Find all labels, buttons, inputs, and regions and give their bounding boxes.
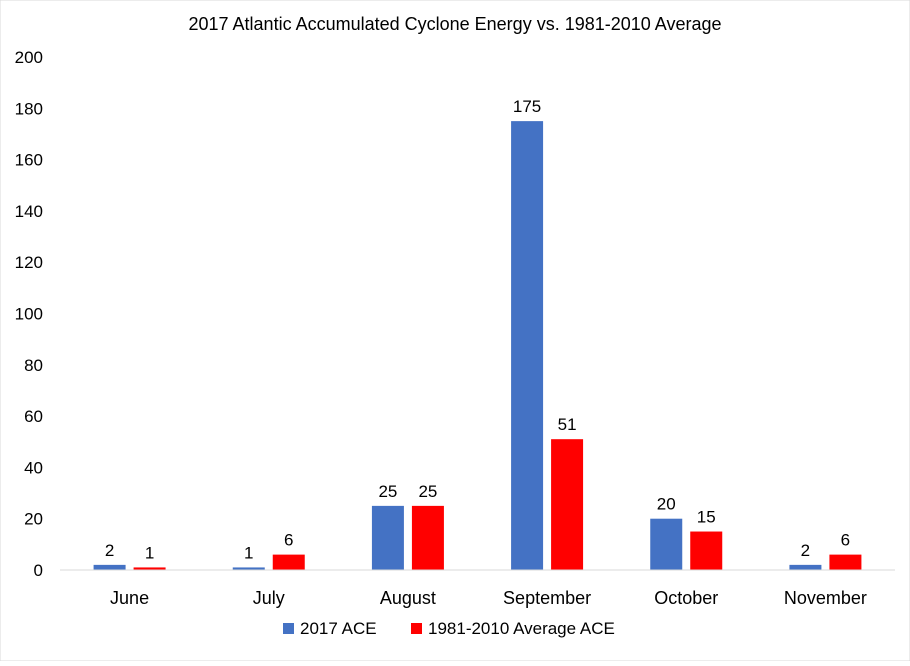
y-tick-label: 40: [24, 458, 43, 477]
bar-ace-2017: [789, 564, 822, 570]
bar-ace-2017: [93, 564, 126, 570]
y-tick-label: 120: [15, 253, 43, 272]
x-tick-label: September: [503, 588, 591, 608]
data-label: 15: [697, 508, 716, 527]
data-label: 20: [657, 495, 676, 514]
bar-ace-average: [551, 439, 584, 570]
bar-ace-2017: [650, 518, 683, 570]
y-tick-label: 180: [15, 99, 43, 118]
x-tick-label: August: [380, 588, 436, 608]
y-tick-label: 60: [24, 407, 43, 426]
y-tick-label: 80: [24, 356, 43, 375]
data-label: 1: [145, 543, 154, 562]
y-tick-label: 20: [24, 510, 43, 529]
bars: 2 1 1 6 25 25 175 51 20 15 2 6: [93, 97, 862, 570]
bar-ace-average: [272, 554, 305, 570]
legend-swatch-ace-average: [411, 623, 422, 634]
legend-label: 2017 ACE: [300, 619, 377, 638]
x-tick-label: October: [654, 588, 718, 608]
x-axis: June July August September October November: [60, 569, 895, 608]
bar-ace-average: [829, 554, 862, 570]
data-label: 175: [513, 97, 541, 116]
bar-ace-average: [133, 567, 166, 570]
y-tick-label: 160: [15, 151, 43, 170]
data-label: 25: [418, 482, 437, 501]
data-label: 2: [801, 541, 810, 560]
y-axis: 0 20 40 60 80 100 120 140 160 180 200: [15, 48, 43, 580]
x-tick-label: July: [253, 588, 285, 608]
bar-ace-average: [690, 531, 723, 570]
data-label: 1: [244, 543, 253, 562]
legend: 2017 ACE 1981-2010 Average ACE: [283, 619, 615, 638]
data-label: 6: [841, 531, 850, 550]
bar-ace-2017: [511, 121, 544, 570]
data-label: 6: [284, 531, 293, 550]
bar-ace-2017: [371, 505, 404, 570]
chart-title: 2017 Atlantic Accumulated Cyclone Energy…: [188, 14, 721, 34]
legend-swatch-ace-2017: [283, 623, 294, 634]
bar-ace-average: [411, 505, 444, 570]
data-label: 51: [558, 415, 577, 434]
y-tick-label: 200: [15, 48, 43, 67]
legend-label: 1981-2010 Average ACE: [428, 619, 615, 638]
x-tick-label: November: [784, 588, 867, 608]
bar-ace-2017: [232, 567, 265, 570]
y-tick-label: 140: [15, 202, 43, 221]
data-label: 25: [378, 482, 397, 501]
data-label: 2: [105, 541, 114, 560]
x-tick-label: June: [110, 588, 149, 608]
y-tick-label: 100: [15, 305, 43, 324]
y-tick-label: 0: [34, 561, 43, 580]
